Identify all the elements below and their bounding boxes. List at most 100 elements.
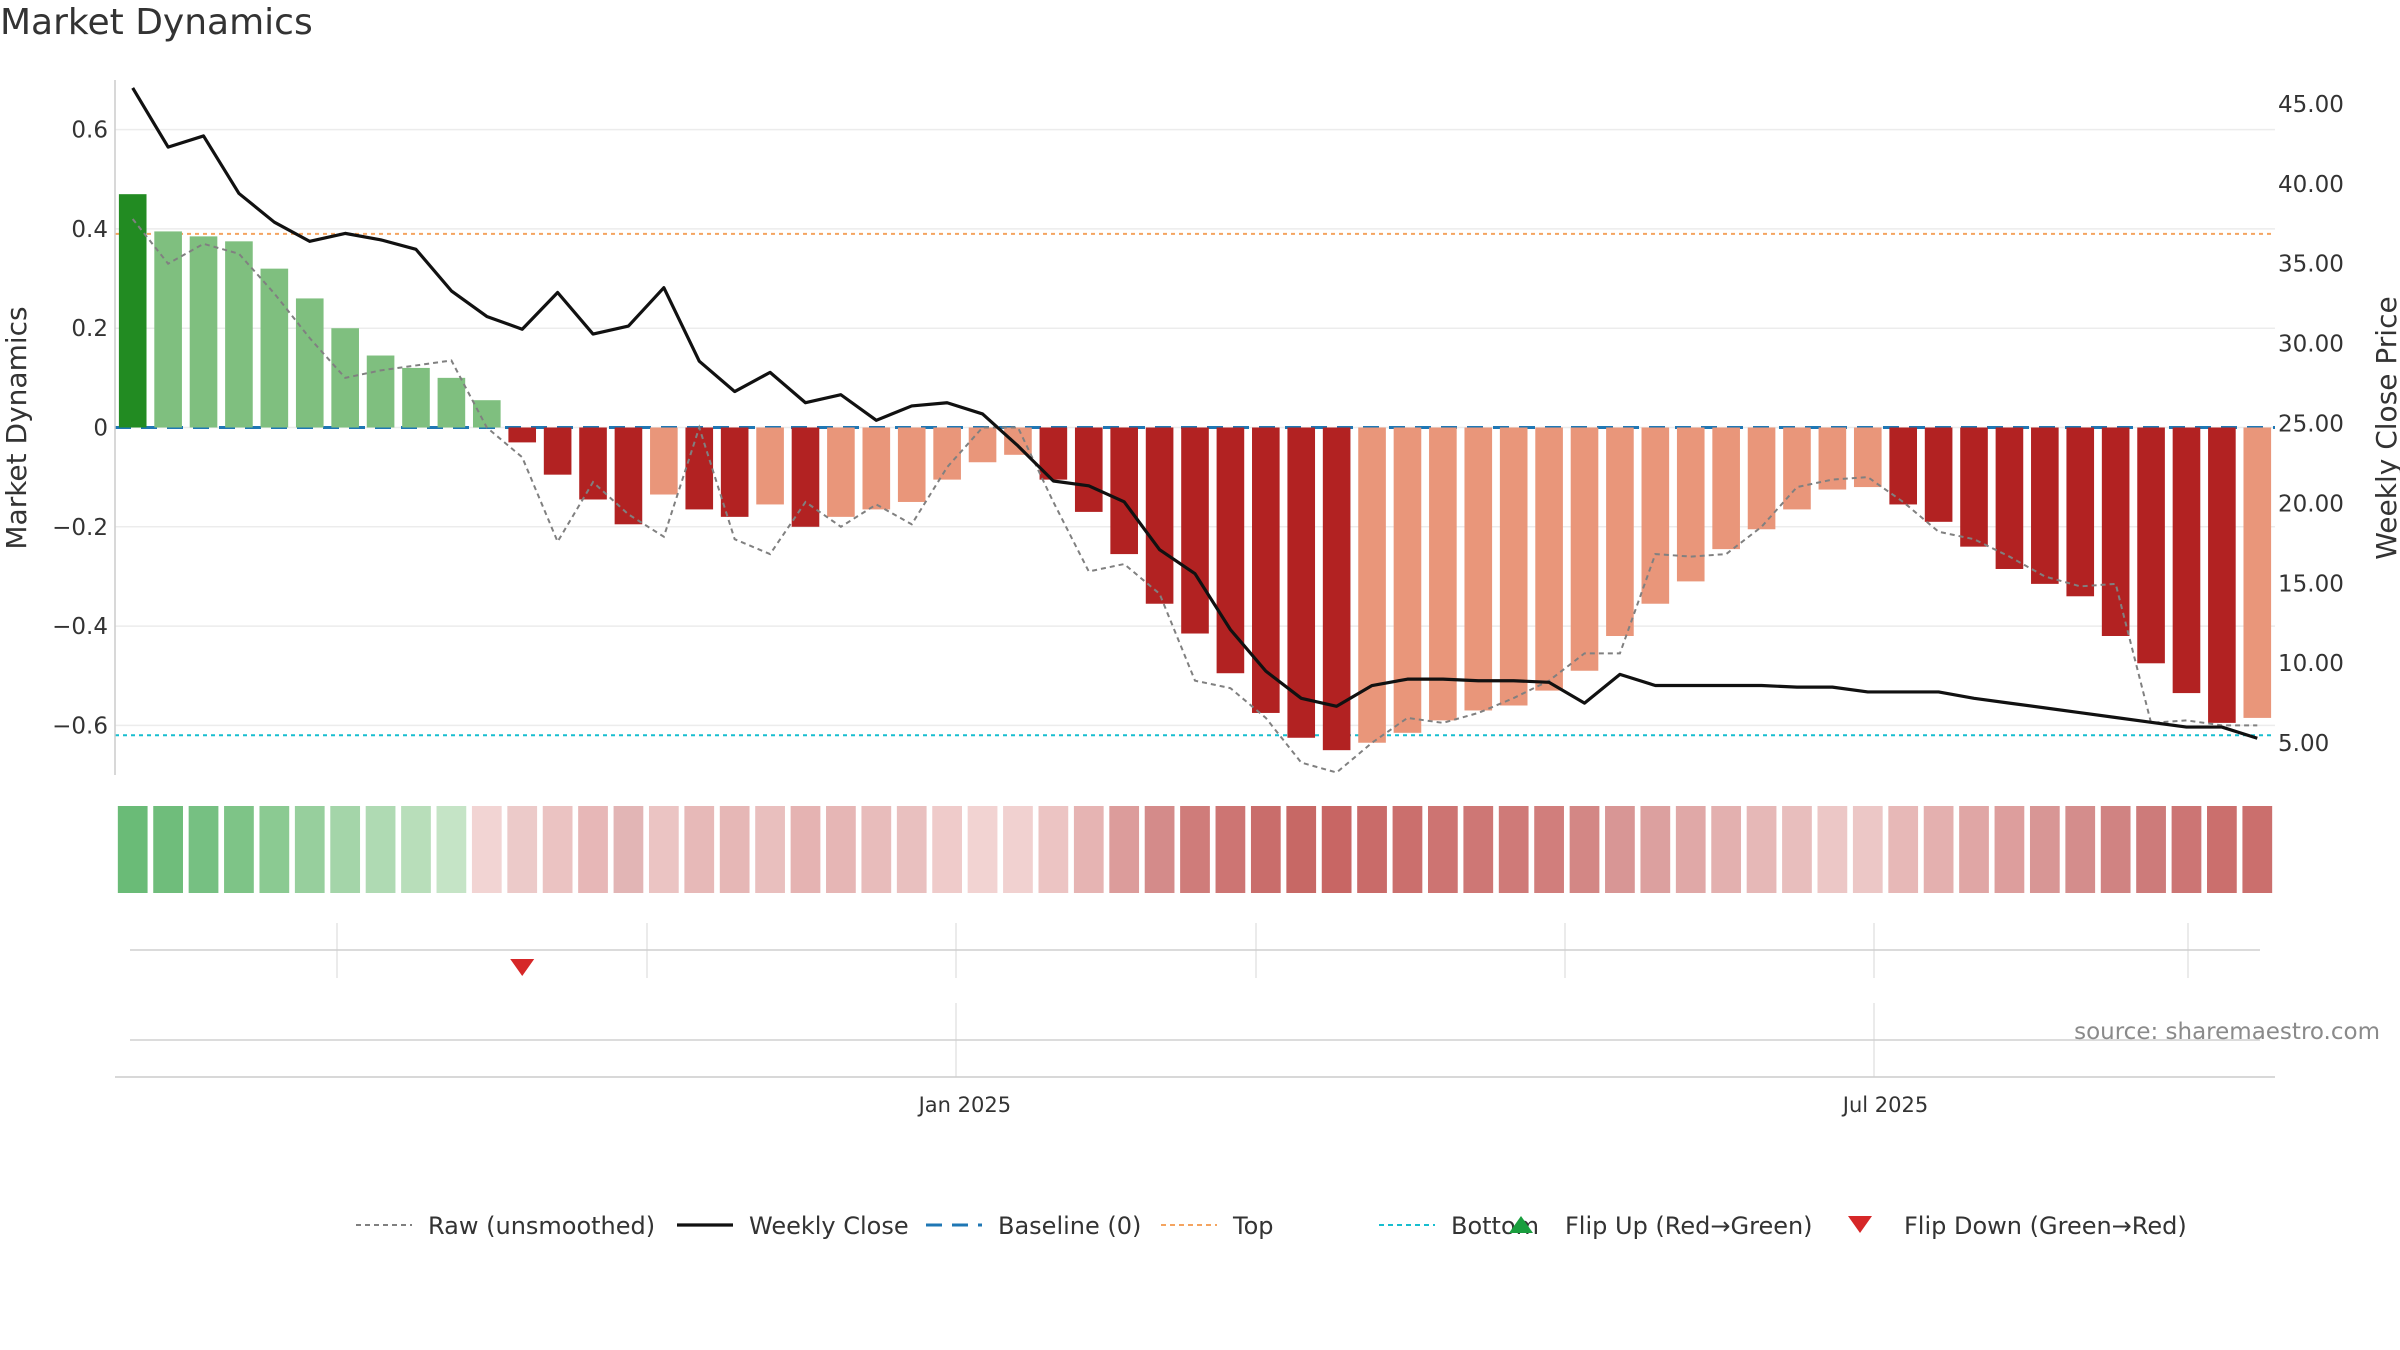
heat-cell: [1640, 806, 1671, 893]
heat-cell: [542, 806, 573, 893]
heat-cell: [365, 806, 396, 893]
bar: [1358, 427, 1386, 743]
heat-cell: [967, 806, 998, 893]
heat-cell: [1427, 806, 1458, 893]
heat-cell: [188, 806, 219, 893]
y-left-tick-label: −0.4: [52, 614, 108, 640]
heat-cell: [153, 806, 183, 893]
heat-cell: [1675, 806, 1706, 893]
heat-cell: [2171, 806, 2202, 893]
heat-cell: [1144, 806, 1175, 893]
y-right-tick-label: 45.00: [2278, 92, 2344, 118]
y-left-tick-label: 0: [93, 416, 108, 442]
y-right-tick-label: 25.00: [2278, 412, 2344, 438]
heat-cell: [1569, 806, 1600, 893]
heat-cell: [1746, 806, 1777, 893]
y-right-tick-label: 10.00: [2278, 651, 2344, 677]
bar: [1322, 427, 1351, 751]
bar: [437, 377, 466, 428]
legend-swatch: [1509, 1216, 1533, 1233]
bar: [1499, 427, 1528, 706]
legend-label: Flip Down (Green→Red): [1904, 1212, 2187, 1240]
bar: [685, 427, 714, 510]
y-right-tick-label: 5.00: [2278, 731, 2329, 757]
bar: [1641, 427, 1670, 604]
bar: [1181, 427, 1209, 634]
legend-label: Flip Up (Red→Green): [1565, 1212, 1813, 1240]
raw-series: [131, 218, 2258, 774]
heat-cell: [1711, 806, 1742, 893]
heat-cell: [294, 806, 325, 893]
bar: [118, 194, 147, 428]
heat-cell: [2136, 806, 2166, 893]
heat-cell: [117, 806, 148, 893]
bar: [189, 236, 218, 428]
heat-cell: [1605, 806, 1635, 893]
heat-cell: [2029, 806, 2060, 893]
heat-cell: [1888, 806, 1919, 893]
legend-label: Baseline (0): [998, 1212, 1141, 1240]
legend: Raw (unsmoothed) Weekly Close Baseline (0)…: [356, 1212, 2187, 1240]
heat-cell: [684, 806, 715, 893]
heat-cell: [719, 806, 750, 893]
heat-cell: [790, 806, 821, 893]
bar: [1393, 427, 1422, 733]
bar: [260, 268, 289, 428]
y-left-tick-label: 0.6: [71, 118, 108, 144]
heat-cell: [896, 806, 927, 893]
heat-cell: [330, 806, 361, 893]
bar: [1783, 427, 1811, 510]
bar: [2031, 427, 2059, 584]
heat-cell: [1959, 806, 1989, 893]
heat-cell: [401, 806, 431, 893]
bar: [2066, 427, 2095, 597]
x-tick-label: Jan 2025: [917, 1093, 1012, 1117]
bar: [1004, 427, 1032, 455]
bar-series: [118, 194, 2272, 751]
bar: [2137, 427, 2165, 664]
bar: [756, 427, 784, 505]
heat-cell: [507, 806, 538, 893]
bar: [1074, 427, 1103, 512]
y-left-tick-label: 0.2: [71, 316, 108, 342]
weekly-close-line: [131, 87, 2258, 740]
bar: [225, 241, 253, 428]
y-right-tick-label: 20.00: [2278, 491, 2344, 517]
bar: [154, 231, 182, 428]
bar: [1712, 427, 1740, 550]
bar: [402, 367, 430, 428]
bar: [1252, 427, 1280, 713]
y-right-axis-label: Weekly Close Price: [2370, 296, 2400, 559]
bar: [1924, 427, 1953, 522]
bar: [1464, 427, 1493, 711]
y-right-tick-label: 30.00: [2278, 332, 2344, 358]
bar: [1570, 427, 1599, 671]
heat-cell: [2242, 806, 2273, 893]
heat-cell: [1321, 806, 1352, 893]
heat-cell: [861, 806, 892, 893]
bar: [1818, 427, 1847, 490]
bar: [2243, 427, 2272, 718]
heat-cell: [1357, 806, 1387, 893]
bar: [2172, 427, 2201, 694]
heat-cell: [1534, 806, 1564, 893]
bar: [472, 400, 501, 428]
x-tick-label: Jul 2025: [1841, 1093, 1928, 1117]
bar: [1747, 427, 1776, 530]
bar: [827, 427, 855, 517]
bar: [2208, 427, 2236, 723]
heat-cell: [1994, 806, 2025, 893]
heat-cell: [826, 806, 856, 893]
bar: [862, 427, 891, 510]
bar: [1676, 427, 1705, 582]
bar: [1960, 427, 1988, 547]
y-left-axis-label: Market Dynamics: [0, 306, 33, 549]
heat-cell: [932, 806, 963, 893]
heat-cell: [648, 806, 679, 893]
bar: [366, 355, 395, 428]
heat-cell: [1463, 806, 1494, 893]
heat-cell: [471, 806, 502, 893]
heat-cell: [1392, 806, 1423, 893]
flip-down-marker: [510, 959, 535, 976]
heat-cell: [1250, 806, 1281, 893]
